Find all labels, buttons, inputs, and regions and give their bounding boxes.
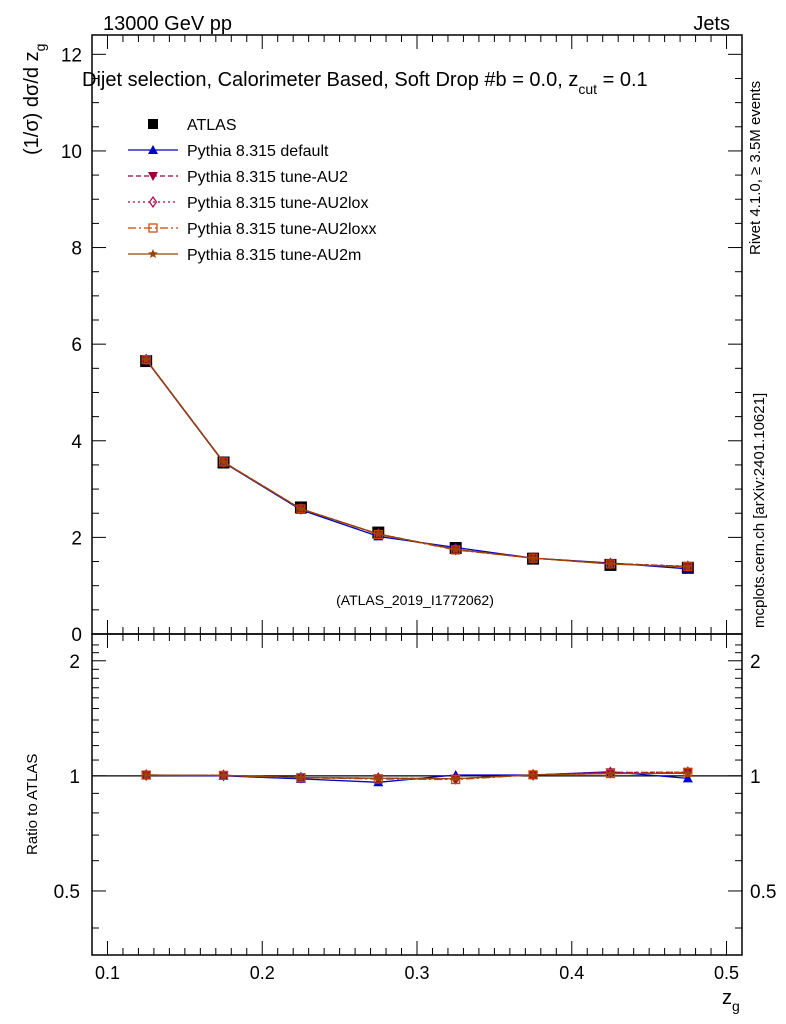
- y-tick-label: 0: [71, 625, 82, 646]
- process-label: Jets: [693, 13, 730, 35]
- legend-item: ATLAS: [148, 117, 237, 134]
- plot-title-sub: cut: [578, 81, 597, 97]
- series-point: [683, 561, 693, 571]
- series-point: [683, 560, 693, 573]
- ratio-series-point: [683, 766, 693, 779]
- ratio-panel: 0.1 0.2 0.3 0.4 0.5 0.5 0.5 1 1 2 2: [54, 633, 776, 983]
- plot-title-tail: = 0.1: [597, 69, 648, 91]
- legend-marker: [148, 195, 158, 209]
- legend-marker: [148, 223, 158, 233]
- ratio-y-tick-label-right: 2: [750, 652, 761, 673]
- y-tick-label: 4: [71, 432, 82, 453]
- series-point: [373, 529, 384, 539]
- series-point: [218, 457, 229, 467]
- ratio-y-tick-label: 2: [69, 652, 80, 673]
- y-tick-label: 8: [71, 239, 82, 260]
- legend-marker: [148, 249, 158, 259]
- ratio-series-line: [146, 772, 688, 780]
- legend-label: Pythia 8.315 tune-AU2loxx: [187, 221, 376, 238]
- legend-label: Pythia 8.315 tune-AU2lox: [187, 195, 368, 212]
- legend-marker: [148, 119, 158, 129]
- rivet-version-label: Rivet 4.1.0, ≥ 3.5M events: [747, 81, 764, 255]
- legend: ATLAS Pythia 8.315 default Pythia 8.315 tu…: [128, 117, 376, 264]
- y-tick-label: 10: [61, 142, 82, 163]
- mcplots-label: mcplots.cern.ch [arXiv:2401.10621]: [751, 393, 768, 628]
- ratio-series-4: [141, 768, 693, 783]
- series-point: [605, 558, 616, 568]
- legend-label: Pythia 8.315 tune-AU2m: [187, 247, 361, 264]
- y-tick-label: 12: [61, 45, 82, 66]
- x-axis-label-main: z: [722, 987, 732, 1009]
- ratio-panel-frame: [91, 633, 743, 956]
- ratio-series-point: [373, 773, 384, 783]
- series-point: [450, 544, 461, 554]
- ratio-series-point: [605, 768, 616, 778]
- main-panel: 0 2 4 6 8 10 12: [61, 34, 743, 646]
- y-tick-label: 6: [71, 335, 82, 356]
- ratio-series-point: [450, 773, 461, 783]
- y-tick-label: 2: [71, 528, 82, 549]
- ratio-series-point: [141, 770, 151, 780]
- plot-title: Dijet selection, Calorimeter Based, Soft…: [82, 69, 648, 97]
- ratio-y-tick-label: 1: [69, 767, 80, 788]
- x-tick-label: 0.4: [559, 963, 584, 983]
- main-ylabel: (1/σ) dσ/d zg: [21, 44, 48, 155]
- legend-label: Pythia 8.315 default: [187, 143, 329, 160]
- legend-marker: [148, 172, 158, 181]
- x-tick-label: 0.3: [404, 963, 429, 983]
- series-point: [296, 503, 306, 513]
- ratio-series-point: [683, 768, 693, 778]
- series-5: [141, 354, 693, 571]
- legend-item: Pythia 8.315 tune-AU2lox: [128, 195, 368, 212]
- series-point: [141, 354, 151, 364]
- legend-label: Pythia 8.315 tune-AU2: [187, 169, 348, 186]
- x-tick-label: 0.5: [714, 963, 739, 983]
- ratio-series-point: [528, 769, 538, 779]
- x-tick-label: 0.2: [250, 963, 275, 983]
- x-axis-label-sub: g: [732, 998, 740, 1014]
- plot-title-main: Dijet selection, Calorimeter Based, Soft…: [82, 69, 578, 91]
- legend-label: ATLAS: [187, 117, 237, 134]
- series-point: [528, 553, 538, 563]
- legend-marker: [148, 145, 158, 154]
- series-line: [145, 359, 688, 568]
- main-ylabel-sub: g: [32, 44, 48, 52]
- legend-item: Pythia 8.315 tune-AU2loxx: [128, 221, 376, 238]
- main-ylabel-text: (1/σ) dσ/d z: [21, 51, 43, 155]
- legend-item: Pythia 8.315 tune-AU2: [128, 169, 348, 186]
- x-tick-label: 0.1: [95, 963, 120, 983]
- ratio-series-point: [218, 770, 229, 780]
- legend-item: Pythia 8.315 tune-AU2m: [128, 247, 361, 264]
- ratio-series-point: [296, 772, 306, 782]
- analysis-id-label: (ATLAS_2019_I1772062): [336, 592, 494, 608]
- ratio-y-tick-label-right: 1: [750, 767, 761, 788]
- x-axis-label: zg: [722, 987, 740, 1014]
- ratio-y-tick-label: 0.5: [54, 882, 80, 903]
- ratio-y-tick-label-right: 0.5: [750, 882, 776, 903]
- legend-item: Pythia 8.315 default: [128, 143, 329, 160]
- ratio-ylabel: Ratio to ATLAS: [24, 754, 41, 855]
- energy-label: 13000 GeV pp: [103, 13, 232, 35]
